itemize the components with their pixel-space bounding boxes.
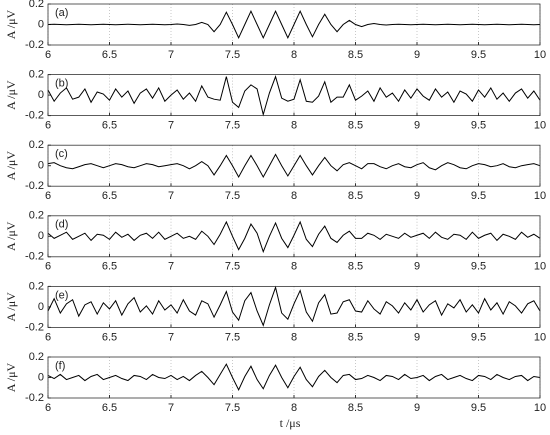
x-tick-label: 6 — [45, 120, 51, 132]
y-tick-label: 0.2 — [29, 351, 44, 363]
signal-line — [47, 9, 541, 40]
x-tick-label: 7 — [168, 49, 174, 61]
panel-label: (f) — [55, 360, 65, 372]
y-axis-label: A /μV — [4, 151, 18, 181]
axes-box — [47, 356, 541, 399]
x-tick-label: 7 — [168, 402, 174, 414]
x-tick-label: 6 — [45, 402, 51, 414]
signal-line — [47, 363, 541, 391]
x-tick-label: 6.5 — [102, 190, 117, 202]
x-tick-label: 8 — [291, 120, 297, 132]
x-tick-label: 7 — [168, 331, 174, 343]
x-tick-label: 10 — [534, 120, 546, 132]
y-tick-label: -0.2 — [25, 251, 44, 263]
signal-line — [47, 285, 541, 327]
x-tick-label: 8.5 — [348, 49, 363, 61]
x-tick-label: 8 — [291, 402, 297, 414]
y-axis-label: A /μV — [4, 362, 18, 392]
x-tick-label: 9 — [414, 190, 420, 202]
y-tick-label: 0.2 — [29, 210, 44, 222]
x-tick-label: 9.5 — [471, 402, 486, 414]
x-tick-label: 7.5 — [225, 120, 240, 132]
x-tick-label: 6 — [45, 190, 51, 202]
signal-line — [47, 220, 541, 254]
y-axis-label: A /μV — [4, 9, 18, 39]
x-tick-label: 8.5 — [348, 190, 363, 202]
x-tick-label: 9.5 — [471, 261, 486, 273]
x-tick-label: 8.5 — [348, 331, 363, 343]
y-tick-label: -0.2 — [25, 321, 44, 333]
axes-box — [47, 144, 541, 187]
y-tick-label: -0.2 — [25, 39, 44, 51]
y-tick-label: 0.2 — [29, 69, 44, 81]
x-tick-label: 6.5 — [102, 261, 117, 273]
y-tick-label: 0 — [38, 160, 44, 172]
x-tick-label: 9 — [414, 331, 420, 343]
x-tick-label: 9.5 — [471, 331, 486, 343]
x-tick-label: 8 — [291, 190, 297, 202]
axes-box — [47, 215, 541, 258]
y-axis-label: A /μV — [4, 292, 18, 322]
x-tick-label: 9.5 — [471, 49, 486, 61]
x-tick-label: 10 — [534, 261, 546, 273]
panel-label: (b) — [55, 78, 68, 90]
y-tick-label: 0.2 — [29, 280, 44, 292]
y-axis-label: A /μV — [4, 80, 18, 110]
axes-box — [47, 285, 541, 328]
y-axis-label: A /μV — [4, 221, 18, 251]
x-tick-label: 10 — [534, 49, 546, 61]
x-tick-label: 8.5 — [348, 402, 363, 414]
x-tick-label: 6 — [45, 49, 51, 61]
panel-label: (c) — [55, 148, 68, 160]
y-tick-label: 0.2 — [29, 139, 44, 151]
x-tick-label: 9.5 — [471, 120, 486, 132]
y-tick-label: 0 — [38, 89, 44, 101]
x-tick-label: 6.5 — [102, 331, 117, 343]
x-tick-label: 7.5 — [225, 261, 240, 273]
y-tick-label: 0.2 — [29, 0, 44, 10]
panel-label: (d) — [55, 219, 68, 231]
x-tick-label: 9 — [414, 49, 420, 61]
x-tick-label: 6.5 — [102, 402, 117, 414]
axes-box — [47, 74, 541, 116]
x-tick-label: 9 — [414, 402, 420, 414]
y-tick-label: -0.2 — [25, 110, 44, 122]
axes-box — [47, 3, 541, 46]
x-tick-label: 6.5 — [102, 120, 117, 132]
y-tick-label: -0.2 — [25, 180, 44, 192]
x-tick-label: 6 — [45, 331, 51, 343]
y-tick-label: 0 — [38, 301, 44, 313]
x-tick-label: 8 — [291, 261, 297, 273]
x-tick-label: 8 — [291, 331, 297, 343]
x-axis-label: t /μs — [280, 416, 301, 430]
x-tick-label: 10 — [534, 331, 546, 343]
y-tick-label: -0.2 — [25, 392, 44, 404]
x-tick-label: 7.5 — [225, 402, 240, 414]
panel-label: (e) — [55, 289, 68, 301]
x-tick-label: 9 — [414, 261, 420, 273]
x-tick-label: 7.5 — [225, 331, 240, 343]
x-tick-label: 6 — [45, 261, 51, 273]
signal-line — [47, 153, 541, 179]
x-tick-label: 8 — [291, 49, 297, 61]
x-tick-label: 7 — [168, 190, 174, 202]
x-tick-label: 6.5 — [102, 49, 117, 61]
x-tick-label: 7 — [168, 120, 174, 132]
x-tick-label: 8.5 — [348, 120, 363, 132]
y-tick-label: 0 — [38, 18, 44, 30]
x-tick-label: 9.5 — [471, 190, 486, 202]
x-tick-label: 7.5 — [225, 49, 240, 61]
signal-line — [47, 75, 541, 117]
x-tick-label: 7.5 — [225, 190, 240, 202]
y-tick-label: 0 — [38, 371, 44, 383]
x-tick-label: 10 — [534, 190, 546, 202]
x-tick-label: 9 — [414, 120, 420, 132]
x-tick-label: 8.5 — [348, 261, 363, 273]
panel-label: (a) — [55, 7, 68, 19]
x-tick-label: 7 — [168, 261, 174, 273]
y-tick-label: 0 — [38, 230, 44, 242]
x-tick-label: 10 — [534, 402, 546, 414]
